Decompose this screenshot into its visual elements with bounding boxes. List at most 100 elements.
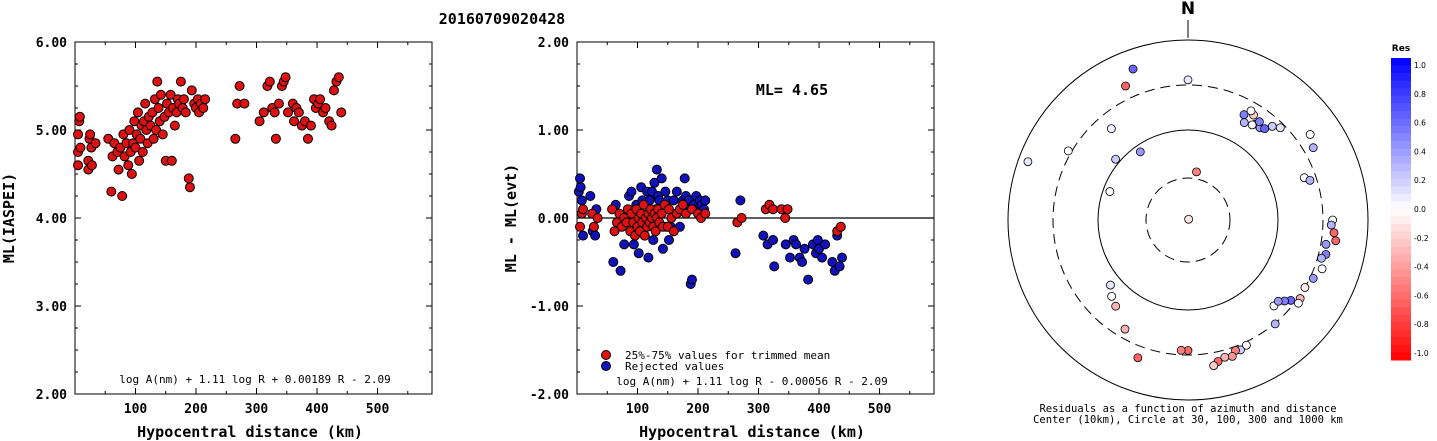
ml-point xyxy=(73,160,84,171)
rejected-point xyxy=(585,191,596,201)
distance-circle-1000km xyxy=(1007,39,1369,401)
residual-point xyxy=(1270,319,1280,329)
north-label: N xyxy=(1181,0,1195,19)
ml-point xyxy=(117,191,128,201)
residual-point xyxy=(1106,124,1116,134)
ml-point xyxy=(123,160,134,171)
ml-point xyxy=(175,76,186,87)
ml-point xyxy=(328,85,339,96)
ml-point xyxy=(302,133,313,144)
left-y-axis-label: ML(IASPEI) xyxy=(0,173,18,263)
trimmed-point xyxy=(607,204,618,215)
colorbar-tick-label: -0.8 xyxy=(1414,320,1429,329)
rejected-point xyxy=(656,173,667,184)
colorbar-cell xyxy=(1391,58,1411,67)
event-title: 20160709020428 xyxy=(439,10,565,28)
colorbar-tick-label: 0.8 xyxy=(1414,90,1426,99)
ml-point xyxy=(86,160,97,171)
trimmed-point xyxy=(768,204,779,215)
ml-point xyxy=(270,133,281,144)
ml-point xyxy=(169,120,180,131)
trimmed-point xyxy=(700,208,711,219)
colorbar-cell xyxy=(1391,292,1411,301)
colorbar-cell xyxy=(1391,148,1411,157)
colorbar-cell xyxy=(1391,193,1411,202)
rejected-point xyxy=(575,173,586,184)
colorbar-cell xyxy=(1391,110,1411,119)
colorbar-cell xyxy=(1391,103,1411,112)
residual-point xyxy=(1107,291,1117,301)
colorbar-cell xyxy=(1391,171,1411,180)
ml-point xyxy=(305,120,316,131)
rejected-point xyxy=(608,257,619,267)
left-x-axis-label: Hypocentral distance (km) xyxy=(137,423,363,441)
residual-point xyxy=(1331,236,1341,246)
middle-x-ticks: 100 200 300 400 500 xyxy=(606,42,911,417)
colorbar-cell xyxy=(1391,163,1411,172)
ml-point xyxy=(85,129,96,140)
legend-marker-rejected xyxy=(601,361,611,371)
colorbar-cell xyxy=(1391,284,1411,293)
residual-point xyxy=(1255,117,1264,127)
ml-point xyxy=(269,107,280,118)
colorbar-cell xyxy=(1391,224,1411,233)
colorbar-tick-label: 0.0 xyxy=(1414,205,1426,214)
ml-point xyxy=(90,138,101,149)
residual-point xyxy=(1227,351,1237,361)
left-y-ticks: 2.00 3.00 4.00 5.00 6.00 xyxy=(36,36,432,403)
distance-circle-30km xyxy=(1145,177,1231,263)
colorbar-ticks: 1.0 0.8 0.6 0.4 0.2 0.0 -0.2 -0.4 -0.6 -0.8 -1.0 xyxy=(1414,61,1429,358)
x-tick-label: 100 xyxy=(124,402,148,417)
rejected-point xyxy=(803,274,814,285)
residual-point xyxy=(1192,167,1201,177)
residual-point xyxy=(1120,324,1130,334)
ml-point xyxy=(135,133,146,144)
x-tick-label: 500 xyxy=(868,402,892,417)
colorbar-cell xyxy=(1391,261,1411,270)
ml-point xyxy=(183,173,194,184)
rejected-point xyxy=(679,173,690,184)
rejected-point xyxy=(649,177,660,188)
ml-point xyxy=(198,103,209,113)
residual-point xyxy=(1275,123,1285,133)
residual-point xyxy=(1246,106,1256,116)
y-tick-label: 2.00 xyxy=(36,388,67,403)
ml-point xyxy=(137,147,148,157)
left-panel: 2.00 3.00 4.00 5.00 6.00 100 200 300 400 500 log… xyxy=(0,36,433,441)
ml-point xyxy=(134,155,145,166)
rejected-point xyxy=(735,195,746,206)
ml-point xyxy=(130,142,141,153)
residual-point xyxy=(1305,130,1315,139)
polar-caption-line1: Residuals as a function of azimuth and d… xyxy=(1039,403,1336,415)
colorbar-cell xyxy=(1391,352,1411,361)
x-tick-label: 500 xyxy=(366,402,390,417)
ml-point xyxy=(124,125,135,135)
ml-point xyxy=(289,116,300,127)
residual-point xyxy=(1105,187,1115,196)
x-tick-label: 300 xyxy=(245,402,269,417)
rejected-point xyxy=(799,243,810,254)
trimmed-point xyxy=(835,221,846,232)
ml-point xyxy=(113,164,124,175)
residual-point xyxy=(1321,239,1331,249)
rejected-point xyxy=(758,230,769,241)
legend-label-trimmed: 25%-75% values for trimmed mean xyxy=(625,349,830,362)
rejected-point xyxy=(575,182,586,193)
y-tick-label: 2.00 xyxy=(538,36,569,51)
ml-point xyxy=(152,76,163,87)
rejected-point xyxy=(648,235,659,245)
left-plot-frame xyxy=(74,41,433,395)
y-tick-label: 4.00 xyxy=(36,212,67,227)
left-points xyxy=(73,72,347,201)
residual-point xyxy=(1260,124,1270,134)
ml-point xyxy=(239,98,250,109)
ml-point xyxy=(230,133,241,144)
residual-point xyxy=(1128,64,1138,74)
ml-point xyxy=(254,116,265,127)
trimmed-point xyxy=(668,226,679,237)
residual-point xyxy=(1308,143,1318,153)
ml-point xyxy=(74,111,85,122)
residual-point xyxy=(1247,120,1257,130)
colorbar-cell xyxy=(1391,88,1411,97)
ml-point xyxy=(126,169,137,179)
